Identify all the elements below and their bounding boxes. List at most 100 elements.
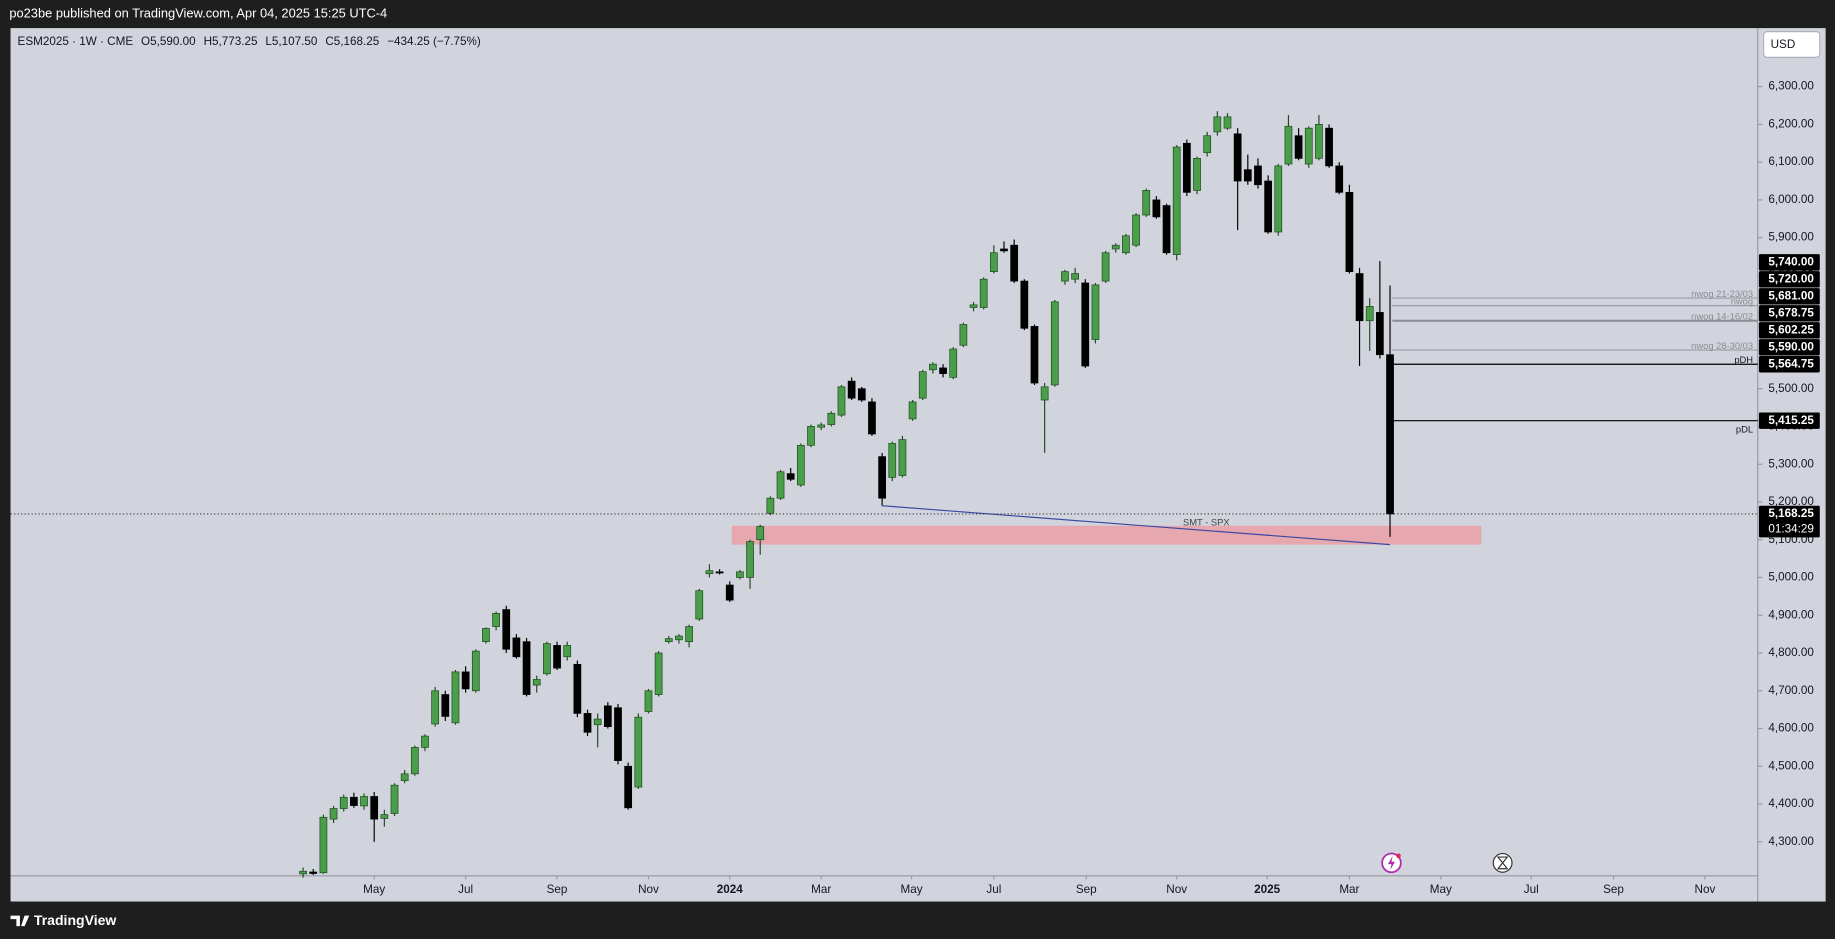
event-icon[interactable]: [1381, 852, 1402, 874]
price-tag-label: 5,590.00: [1768, 340, 1814, 353]
price-tag-label: 5,720.00: [1768, 272, 1814, 285]
candle-body: [807, 426, 815, 446]
smt-label: SMT - SPX: [1183, 517, 1230, 527]
candle-body: [370, 796, 379, 820]
candle-body: [329, 808, 338, 820]
candle-body: [1162, 205, 1171, 254]
candle-body: [675, 635, 683, 641]
currency-button[interactable]: [1763, 31, 1821, 58]
candle-body: [644, 690, 653, 712]
candle-body: [461, 671, 470, 690]
x-tick-label: Nov: [1166, 883, 1187, 896]
legend: ESM2025 · 1W · CME O5,590.00 H5,773.25 L…: [18, 35, 481, 48]
candle-body: [309, 871, 318, 874]
candle-body: [1325, 127, 1333, 167]
plot: 4,300.00 4,400.00 4,500.00 4,600.00 4,700.00…: [10, 80, 1820, 896]
candle-body: [593, 718, 602, 726]
price-tag: [1758, 505, 1820, 538]
candle-body: [1264, 180, 1272, 233]
candle-body: [1020, 280, 1029, 329]
currency-label[interactable]: USD: [1771, 38, 1796, 51]
candle-body: [1315, 124, 1323, 159]
price-tag-countdown: 01:34:29: [1768, 522, 1813, 535]
event-bolt: [1387, 855, 1395, 870]
candle-body: [979, 278, 988, 308]
candle-body: [603, 705, 612, 727]
price-tag: [1758, 271, 1820, 288]
candle-body: [1172, 146, 1181, 256]
candle-body: [1304, 127, 1313, 165]
x-tick-label: Jul: [1524, 883, 1539, 896]
level-label: pDL: [1736, 425, 1753, 435]
chart-background: [10, 28, 1826, 902]
candle-body: [451, 671, 460, 724]
y-tick-label: 6,200.00: [1768, 117, 1814, 130]
x-tick-label: Sep: [1076, 883, 1097, 896]
candle-body: [431, 690, 440, 725]
candle-body: [1183, 142, 1191, 193]
candle-body: [827, 412, 836, 425]
x-tick-label: 2024: [717, 883, 743, 896]
candle-body: [756, 526, 765, 541]
x-tick-label: Sep: [1603, 883, 1624, 896]
candle-body: [624, 765, 633, 809]
candle-body: [1243, 169, 1252, 182]
y-tick-label: 4,400.00: [1768, 797, 1814, 810]
y-tick-label: 4,500.00: [1768, 759, 1814, 772]
x-tick-label: May: [1430, 883, 1452, 896]
candle-body: [350, 796, 358, 806]
candle-body: [796, 444, 805, 486]
level-label: nwog 21-23/03: [1691, 289, 1753, 299]
candle-body: [1040, 386, 1049, 401]
level-label: pDH: [1734, 355, 1753, 365]
candle-body: [695, 590, 704, 620]
price-tag-label: 5,415.25: [1768, 414, 1814, 427]
price-tag: [1758, 339, 1820, 356]
candle-body: [776, 471, 785, 499]
timer-icon[interactable]: [1492, 852, 1513, 873]
candle-body: [299, 870, 307, 875]
candle-body: [553, 645, 561, 669]
legend-change: −434.25 (−7.75%): [387, 35, 481, 48]
candle-body: [837, 386, 846, 416]
y-tick-label: 5,200.00: [1768, 495, 1814, 508]
candle-body: [1122, 235, 1130, 254]
price-tag-label: 5,602.25: [1768, 323, 1814, 336]
price-tag: [1758, 288, 1820, 305]
candle-body: [1355, 273, 1364, 322]
candle-body: [400, 773, 409, 781]
candle-body: [847, 380, 856, 399]
candle-body: [857, 388, 866, 401]
candle-body: [736, 571, 744, 578]
candle-body: [1071, 273, 1079, 280]
candle-body: [410, 747, 419, 775]
candle-body: [360, 796, 368, 807]
candle-body: [705, 570, 714, 575]
candle-body: [1193, 158, 1201, 191]
price-tag-label: 5,564.75: [1768, 357, 1814, 370]
candle-body: [654, 652, 663, 695]
price-tag: [1758, 305, 1820, 322]
candle-body: [1061, 271, 1069, 282]
candle-body: [949, 348, 958, 378]
candle-body: [1010, 244, 1019, 282]
timer-glass: [1496, 856, 1509, 870]
legend-symbol: ESM2025 · 1W · CME: [18, 35, 134, 48]
candle-body: [725, 584, 734, 601]
candle-body: [492, 613, 500, 627]
candle-body: [1254, 165, 1262, 186]
candle-body: [634, 716, 643, 788]
smt-line: [882, 505, 1391, 546]
price-tag: [1758, 322, 1820, 339]
price-tag-label: 5,740.00: [1768, 255, 1814, 268]
candle-body: [482, 628, 490, 643]
candle-body: [786, 473, 795, 480]
candle-body: [929, 363, 937, 371]
x-tick-label: May: [901, 883, 923, 896]
candle-body: [1132, 214, 1140, 246]
y-tick-label: 6,100.00: [1768, 155, 1814, 168]
candle-body: [685, 626, 693, 643]
y-tick-label: 5,300.00: [1768, 457, 1814, 470]
candle-body: [878, 456, 886, 499]
